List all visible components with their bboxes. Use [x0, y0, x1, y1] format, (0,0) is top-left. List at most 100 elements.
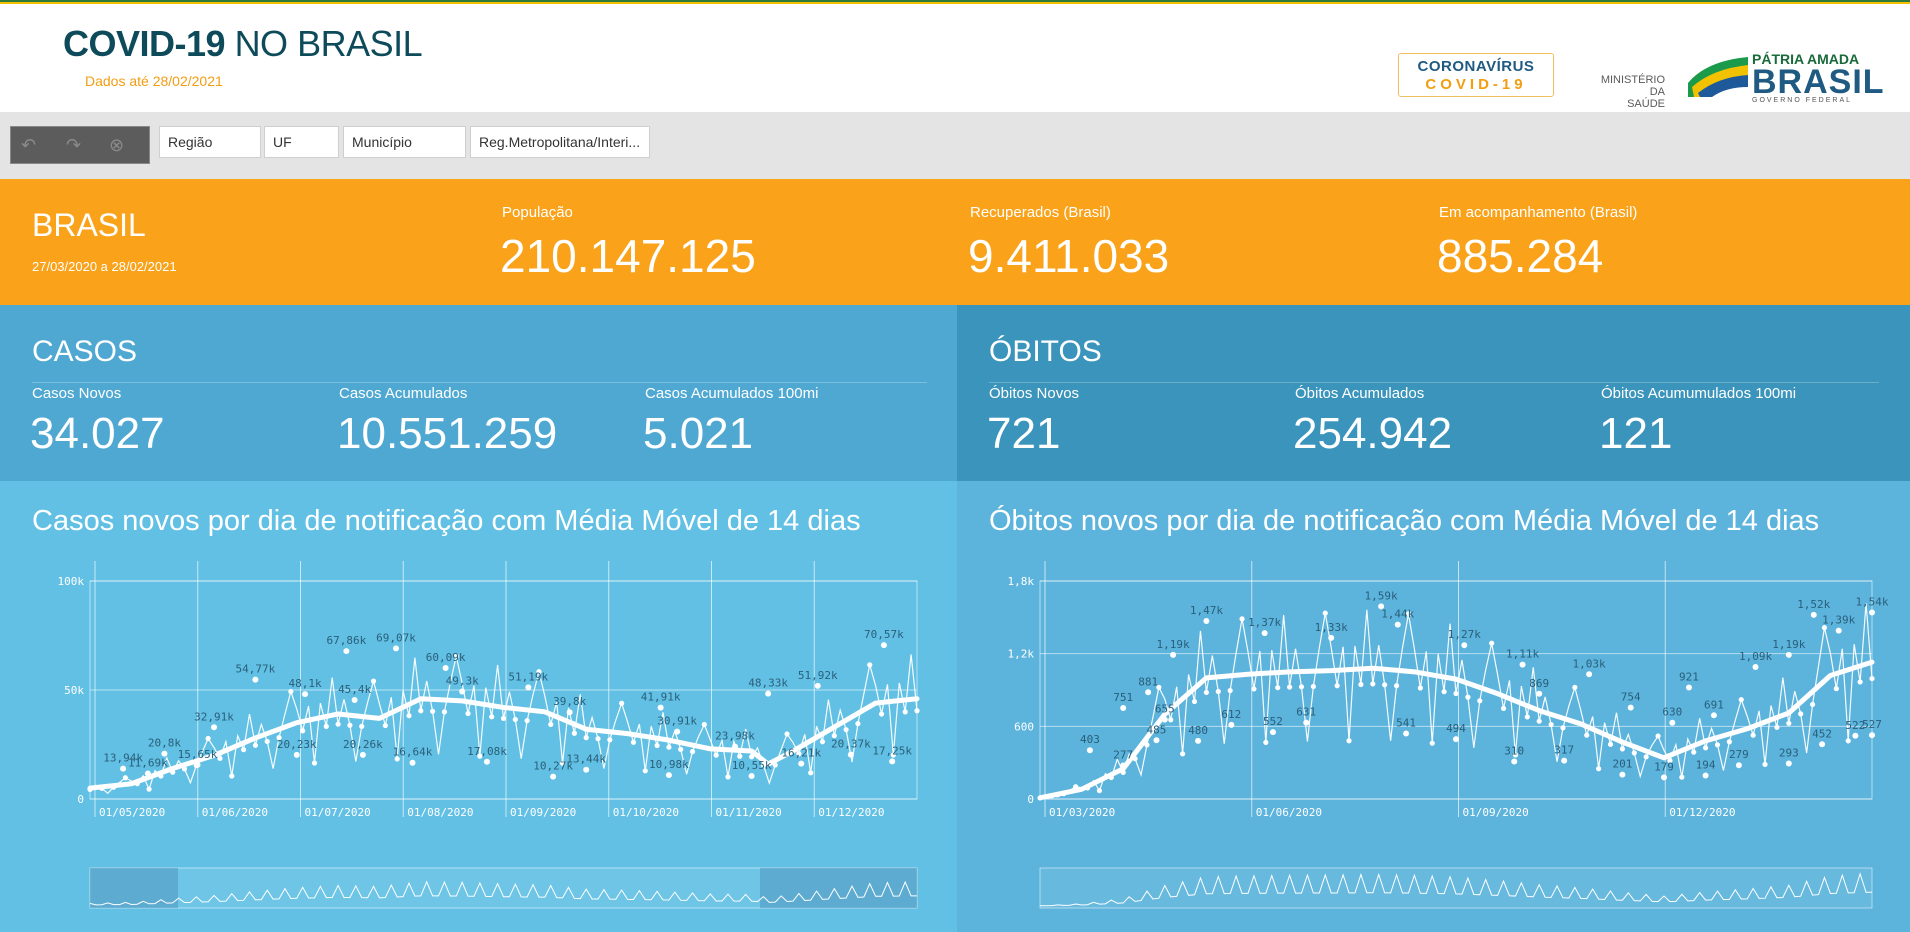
daily-point — [1370, 681, 1376, 687]
governo-federal-logo: PÁTRIA AMADA BRASIL GOVERNO FEDERAL — [1752, 51, 1885, 104]
data-label: 13,94k — [103, 752, 143, 765]
annotated-point — [1378, 603, 1385, 610]
acompanhamento-value: 885.284 — [1437, 230, 1604, 282]
daily-point — [1500, 705, 1507, 712]
daily-point — [1869, 675, 1875, 682]
x-tick-label: 01/06/2020 — [1256, 806, 1322, 819]
recuperados-value: 9.411.033 — [968, 230, 1170, 282]
annotated-point — [1619, 771, 1626, 778]
daily-point — [630, 739, 637, 745]
daily-point — [1263, 739, 1269, 745]
filter-uf[interactable]: UF — [264, 126, 339, 158]
daily-point — [890, 752, 896, 758]
data-label: 1,33k — [1315, 621, 1348, 634]
daily-point — [548, 721, 554, 728]
annotated-point — [302, 691, 309, 698]
annotated-point — [798, 760, 805, 767]
daily-point — [1441, 689, 1447, 695]
annotated-point — [1261, 630, 1268, 637]
data-label: 49,3k — [446, 675, 479, 688]
navigator-mask-right — [760, 868, 917, 908]
daily-point — [229, 773, 235, 779]
data-label: 403 — [1080, 733, 1100, 746]
data-label: 20,26k — [343, 738, 383, 751]
data-label: 20,37k — [831, 738, 871, 751]
daily-point — [1096, 788, 1103, 794]
data-label: 1,37k — [1248, 616, 1281, 629]
daily-point — [477, 753, 483, 759]
clear-selection-icon[interactable]: ⊗ — [109, 135, 125, 155]
date-range: 27/03/2020 a 28/02/2021 — [32, 259, 177, 274]
casos-divider — [32, 382, 927, 383]
data-label: 293 — [1779, 747, 1799, 760]
data-label: 1,03k — [1573, 657, 1606, 670]
daily-point — [1774, 724, 1780, 730]
annotated-point — [1586, 671, 1593, 678]
daily-point — [1405, 611, 1412, 617]
data-label: 179 — [1654, 760, 1674, 773]
daily-point — [347, 722, 353, 728]
annotated-point — [657, 704, 664, 711]
data-label: 541 — [1396, 716, 1416, 729]
undo-icon[interactable]: ↶ — [21, 135, 37, 155]
daily-point — [1786, 720, 1792, 726]
data-label: 480 — [1188, 724, 1208, 737]
daily-point — [1203, 689, 1209, 696]
y-tick-label: 0 — [1027, 793, 1034, 806]
redo-icon[interactable]: ↷ — [66, 135, 82, 155]
daily-point — [1358, 681, 1364, 688]
data-label: 48,33k — [748, 677, 788, 690]
data-label: 16,64k — [393, 746, 433, 759]
daily-point — [737, 753, 743, 759]
annotated-point — [1810, 611, 1817, 618]
casos-line-chart[interactable]: 0 50k 100k 01/05/2020 01/06/2020 01/07/2020 01… — [0, 481, 957, 932]
title-bold: COVID-19 — [63, 23, 226, 64]
x-tick-label: 01/09/2020 — [1463, 806, 1529, 819]
data-label: 48,1k — [288, 677, 321, 690]
moving-average-line — [1037, 659, 1875, 801]
page-title: COVID-19 NO BRASIL — [63, 23, 423, 65]
daily-point — [619, 700, 625, 706]
daily-point — [382, 722, 388, 729]
annotated-point — [359, 751, 366, 758]
obitos-acumulados-value: 254.942 — [1293, 409, 1453, 458]
data-label: 194 — [1696, 759, 1716, 772]
obitos-acum100-value: 121 — [1599, 409, 1673, 458]
daily-point — [1453, 690, 1459, 697]
data-label: 317 — [1554, 744, 1574, 757]
filter-regiao-metropolitana[interactable]: Reg.Metropolitana/Interi... — [470, 126, 650, 158]
daily-point — [453, 653, 459, 659]
ministry-line1: MINISTÉRIO DA — [1600, 74, 1665, 98]
annotated-point — [1328, 634, 1335, 641]
obitos-line-chart[interactable]: 0 600 1,2k 1,8k 01/03/2020 01/06/2020 01/09/20… — [957, 481, 1910, 932]
daily-point — [689, 748, 696, 755]
annotated-point — [343, 648, 350, 655]
daily-point — [536, 669, 542, 675]
daily-point — [1714, 742, 1721, 748]
filter-regiao[interactable]: Região — [159, 126, 261, 158]
ministry-line2: SAÚDE — [1627, 98, 1665, 110]
daily-point — [607, 737, 613, 743]
annotated-point — [161, 750, 168, 757]
daily-point — [1798, 711, 1804, 717]
data-label: 279 — [1729, 748, 1749, 761]
data-label: 1,44k — [1381, 608, 1414, 621]
daily-point — [205, 735, 211, 742]
daily-point — [1821, 625, 1828, 631]
data-label: 15,65k — [178, 748, 218, 761]
brasil-line2: BRASIL — [1752, 63, 1885, 101]
data-label: 67,86k — [326, 634, 366, 647]
y-tick-label: 1,2k — [1008, 648, 1035, 661]
coronavirus-logo: CORONAVÍRUS COVID-19 — [1398, 53, 1554, 97]
casos-kpi-panel: CASOS Casos Novos 34.027 Casos Acumulado… — [0, 305, 957, 481]
top-accent-line — [0, 0, 1910, 5]
daily-point — [465, 710, 471, 717]
daily-point — [843, 727, 849, 733]
daily-point — [217, 755, 223, 762]
obitos-acumulados-label: Óbitos Acumulados — [1295, 385, 1425, 402]
filter-municipio[interactable]: Município — [343, 126, 466, 158]
casos-novos-value: 34.027 — [30, 409, 165, 458]
annotated-point — [1752, 663, 1759, 670]
daily-point — [595, 736, 601, 742]
brasil-line3: GOVERNO FEDERAL — [1752, 97, 1853, 104]
